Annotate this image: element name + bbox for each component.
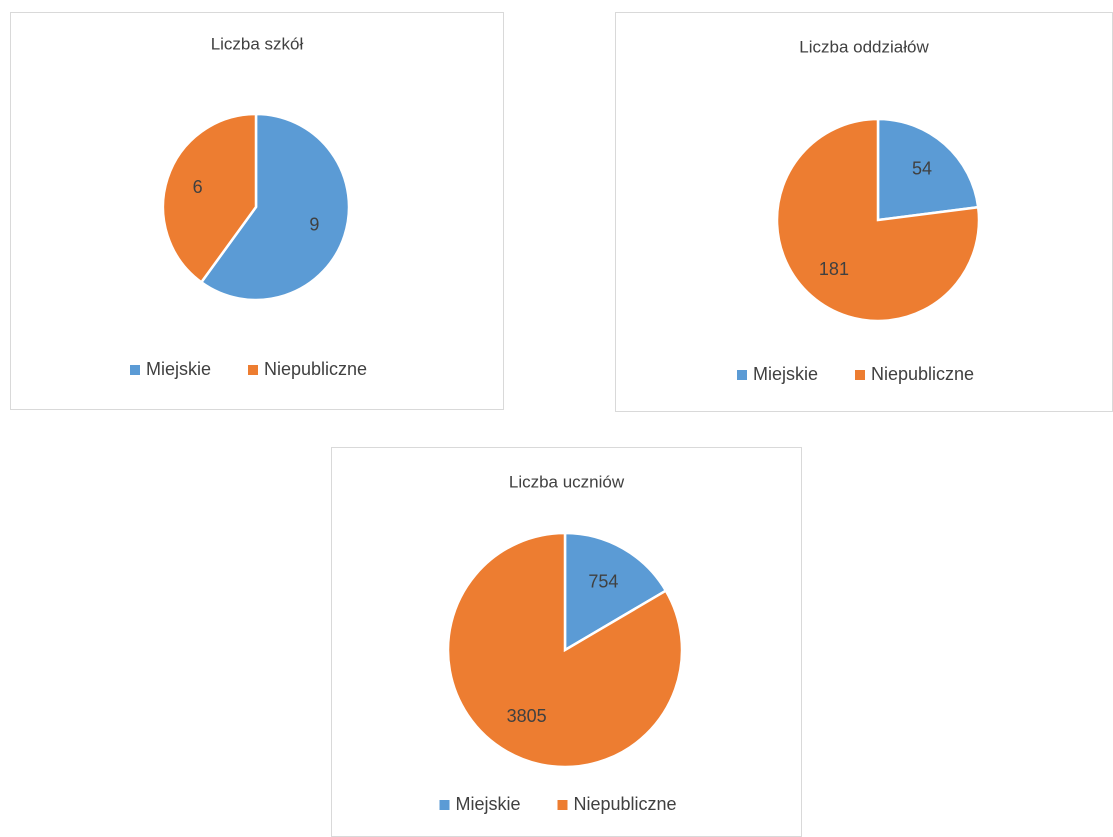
legend-swatch [130, 365, 140, 375]
legend-label: Miejskie [146, 359, 211, 379]
pie-slice [446, 531, 684, 769]
legend-label: Niepubliczne [871, 364, 974, 384]
data-label: 6 [193, 177, 203, 197]
legend-label: Niepubliczne [264, 359, 367, 379]
pie-slice [563, 531, 668, 653]
pie-slice [876, 117, 980, 222]
pie-slice [161, 112, 258, 284]
legend-label: Niepubliczne [574, 794, 677, 814]
data-label: 9 [309, 215, 319, 235]
pie-slice [775, 117, 981, 323]
legend-swatch [439, 800, 450, 810]
data-label: 181 [819, 259, 849, 279]
legend-label: Miejskie [753, 364, 818, 384]
legend-swatch [248, 365, 258, 375]
legend-swatch [855, 370, 865, 380]
legend-swatch [737, 370, 747, 380]
chart-title: Liczba uczniów [509, 472, 625, 491]
data-label: 754 [588, 572, 618, 592]
chart-title: Liczba szkół [211, 34, 304, 53]
chart-title: Liczba oddziałów [799, 37, 929, 56]
data-label: 54 [912, 159, 932, 179]
legend-swatch [557, 800, 568, 810]
pie-slice [199, 112, 351, 302]
legend-label: Miejskie [456, 794, 521, 814]
data-label: 3805 [507, 706, 547, 726]
